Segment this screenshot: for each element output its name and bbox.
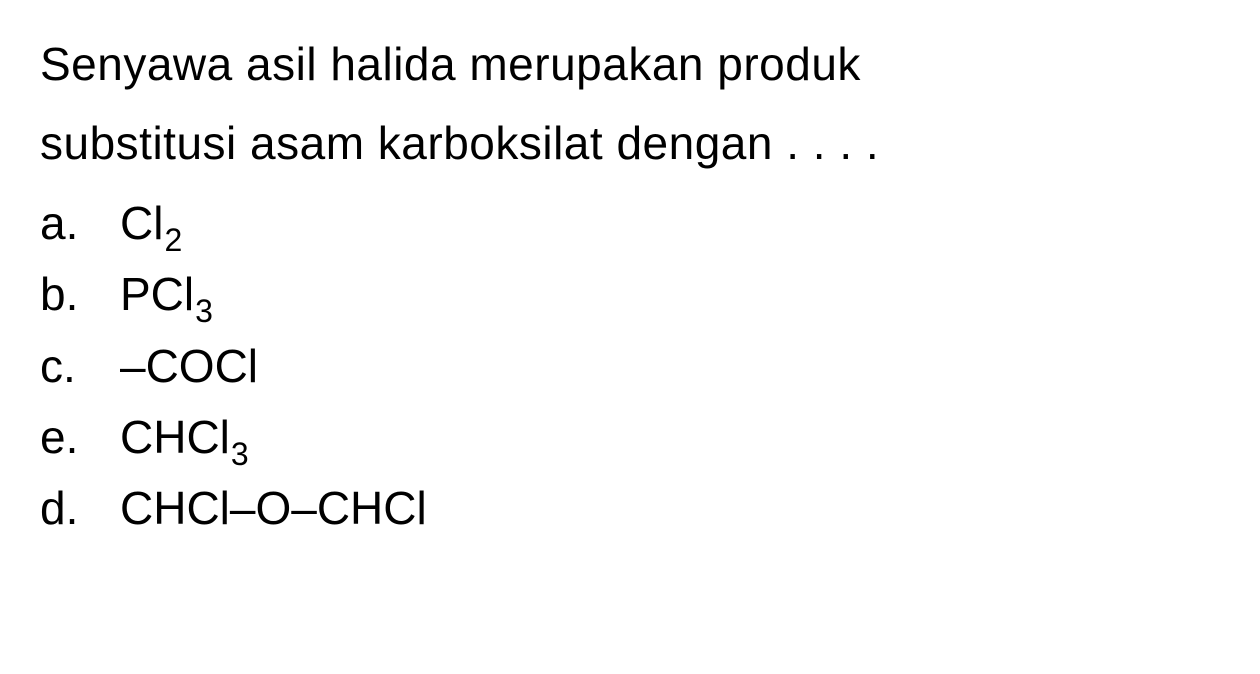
option-d-content: CHCl–O–CHCl [120,473,428,544]
option-e: e. CHCl3 [40,402,1220,473]
option-b-subscript: 3 [195,287,213,337]
option-b-content: PCl3 [120,259,213,330]
question-line-1: Senyawa asil halida merupakan produk [40,30,1220,99]
options-list: a. Cl2 b. PCl3 c. –COCl e. CHCl3 d. CHCl… [40,188,1220,544]
option-a-subscript: 2 [164,216,182,266]
option-c-prefix: –COCl [120,331,258,402]
option-b-letter: b. [40,259,120,330]
option-e-content: CHCl3 [120,402,249,473]
option-c-content: –COCl [120,331,259,402]
option-a: a. Cl2 [40,188,1220,259]
option-c: c. –COCl [40,331,1220,402]
option-e-subscript: 3 [231,430,249,480]
option-d-letter: d. [40,473,120,544]
option-a-letter: a. [40,188,120,259]
option-e-prefix: CHCl [120,402,230,473]
option-b: b. PCl3 [40,259,1220,330]
option-d: d. CHCl–O–CHCl [40,473,1220,544]
option-b-prefix: PCl [120,259,194,330]
option-e-letter: e. [40,402,120,473]
option-a-content: Cl2 [120,188,182,259]
option-a-prefix: Cl [120,188,163,259]
option-d-prefix: CHCl–O–CHCl [120,473,427,544]
option-c-letter: c. [40,331,120,402]
question-line-2: substitusi asam karboksilat dengan . . .… [40,109,1220,178]
